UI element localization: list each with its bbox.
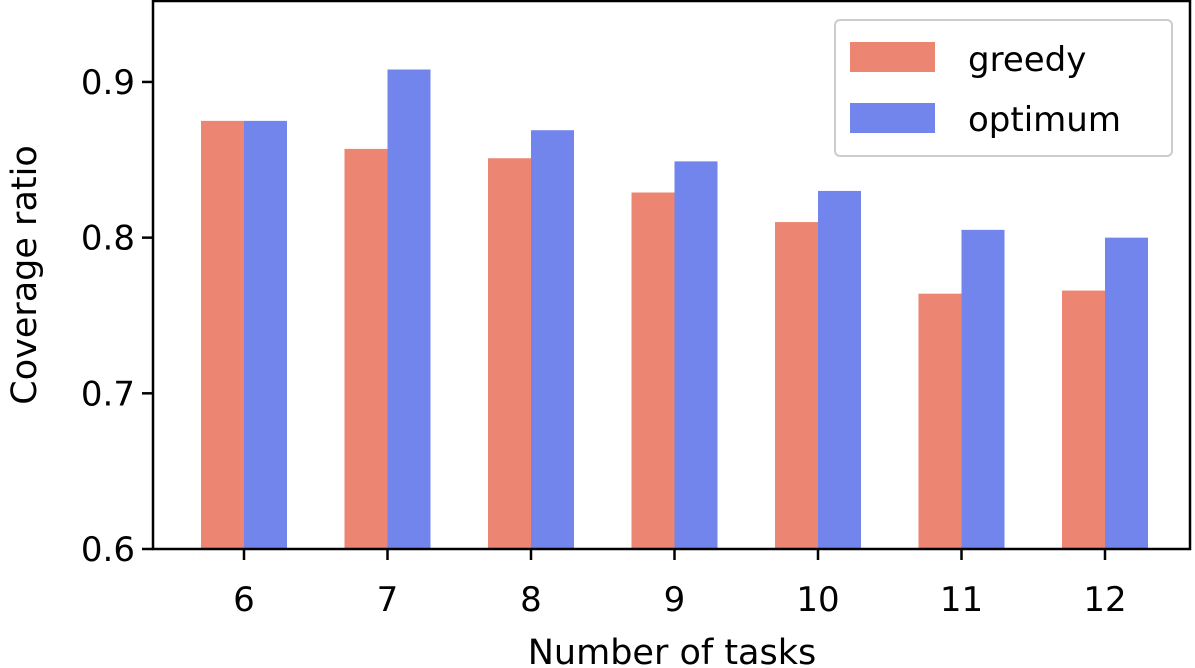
legend: greedy optimum <box>834 19 1173 157</box>
x-tick-label: 8 <box>520 580 542 620</box>
y-tick-label: 0.8 <box>81 219 135 259</box>
y-tick-label: 0.6 <box>81 530 135 570</box>
bar-optimum-8 <box>531 130 574 549</box>
legend-label-greedy: greedy <box>968 40 1086 80</box>
bar-optimum-12 <box>1105 237 1148 550</box>
legend-label-optimum: optimum <box>968 100 1121 140</box>
bar-greedy-12 <box>1062 290 1105 549</box>
bar-greedy-11 <box>918 293 962 549</box>
bar-optimum-6 <box>244 120 287 549</box>
x-axis-label: Number of tasks <box>528 633 817 668</box>
bar-optimum-11 <box>961 229 1005 549</box>
bar-greedy-10 <box>775 222 818 549</box>
y-axis-ticks: 0.6 0.7 0.8 0.9 <box>81 63 153 570</box>
x-tick-label: 6 <box>233 580 255 620</box>
bar-greedy-7 <box>344 148 388 550</box>
bar-optimum-10 <box>818 190 861 549</box>
x-axis-ticks: 6 7 8 9 10 11 12 <box>233 549 1127 620</box>
x-tick-label: 11 <box>940 580 983 620</box>
axes-frame <box>151 0 1192 551</box>
bar-greedy-6 <box>201 120 244 549</box>
legend-swatch-greedy <box>850 42 935 72</box>
y-tick-label: 0.7 <box>81 374 135 414</box>
x-tick-label: 12 <box>1083 580 1126 620</box>
bar-optimum-7 <box>387 69 431 549</box>
legend-swatch-optimum <box>850 103 935 133</box>
bar-optimum-9 <box>674 161 718 549</box>
bars-group <box>201 69 1148 550</box>
x-tick-label: 9 <box>664 580 686 620</box>
x-tick-label: 10 <box>796 580 839 620</box>
bar-greedy-9 <box>631 192 675 549</box>
y-axis-label: Coverage ratio <box>5 145 45 405</box>
x-tick-label: 7 <box>377 580 399 620</box>
y-tick-label: 0.9 <box>81 63 135 103</box>
bar-greedy-8 <box>488 158 531 549</box>
